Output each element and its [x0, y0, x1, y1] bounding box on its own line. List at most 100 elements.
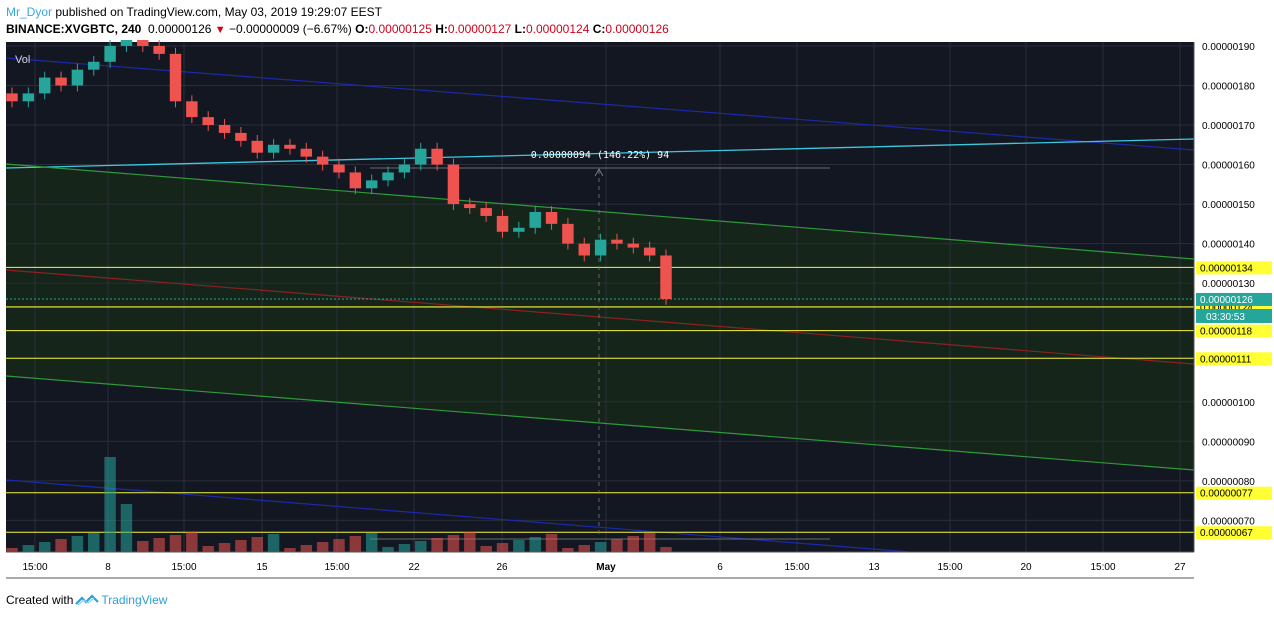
price-axis-tick: 0.00000080 — [1202, 477, 1255, 488]
price-axis-tick: 0.00000140 — [1202, 240, 1255, 251]
volume-bar — [267, 534, 280, 552]
volume-bar — [153, 538, 165, 552]
candle-body — [431, 148, 443, 165]
last-price-label: 0.00000126 — [1200, 295, 1253, 306]
price-axis-tick: 0.00000190 — [1202, 42, 1255, 53]
candle-body — [365, 180, 378, 189]
level-price-tag — [1196, 526, 1272, 540]
level-price-label: 0.00000124 — [1200, 303, 1253, 314]
time-axis-tick: 15:00 — [1090, 562, 1115, 573]
close-label: C: — [592, 22, 606, 36]
volume-bar — [545, 534, 558, 552]
volume-bar — [284, 548, 296, 552]
time-axis-tick: 15:00 — [784, 562, 809, 573]
volume-bar — [480, 546, 492, 552]
candle-body — [562, 223, 574, 244]
price-axis-tick: 0.00000100 — [1202, 398, 1255, 409]
price-axis-tick: 0.00000170 — [1202, 121, 1255, 132]
candle-body — [186, 101, 198, 118]
candle-body — [316, 156, 329, 165]
symbol-label: BINANCE:XVGBTC, 240 — [6, 22, 142, 36]
time-axis-tick: 15:00 — [324, 562, 349, 573]
publish-text: published on TradingView.com, May 03, 20… — [55, 5, 383, 19]
candle-body — [55, 77, 67, 86]
volume-bar — [120, 504, 133, 552]
low-value: 0.00000124 — [525, 22, 590, 36]
last-price: 0.00000126 — [148, 22, 212, 36]
tradingview-link[interactable]: TradingView — [101, 593, 168, 608]
candle-body — [496, 215, 509, 232]
measure-arrow-icon — [594, 168, 604, 177]
candle-body — [415, 148, 427, 165]
level-price-tag — [1196, 324, 1272, 338]
countdown-label: 03:30:53 — [1206, 312, 1245, 323]
volume-bar — [594, 542, 607, 552]
volume-bar — [431, 538, 443, 552]
volume-bar — [169, 535, 182, 552]
volume-bar — [202, 546, 214, 552]
close-value: 0.00000126 — [605, 22, 669, 36]
volume-bar — [88, 533, 100, 552]
level-price-label: 0.00000077 — [1200, 489, 1253, 500]
high-value: 0.00000127 — [447, 22, 512, 36]
symbol-info: BINANCE:XVGBTC, 240 0.00000126 ▼ −0.0000… — [6, 22, 669, 36]
candle-body — [447, 164, 460, 205]
candle-body — [660, 255, 672, 299]
channel-lower-line — [5, 375, 1195, 471]
candle-body — [120, 40, 133, 46]
candle-body — [464, 204, 476, 209]
volume-bar — [316, 542, 329, 552]
candle-body — [38, 77, 51, 94]
candle-body — [627, 243, 640, 248]
volume-bar — [365, 533, 378, 552]
time-axis-tick: 6 — [717, 562, 723, 573]
volume-bar — [104, 457, 116, 552]
time-axis-background — [6, 552, 1194, 578]
candle-body — [235, 132, 247, 141]
lower-blue-trendline — [5, 479, 911, 553]
candle-body — [218, 125, 231, 133]
level-price-label: 0.00000118 — [1200, 327, 1253, 338]
created-with-text: Created with — [6, 593, 74, 608]
red-trendline — [5, 269, 1195, 365]
author-name[interactable]: Mr_Dyor — [6, 5, 53, 19]
candle-body — [349, 172, 362, 189]
level-price-tag — [1196, 352, 1272, 366]
volume-bar — [235, 540, 247, 552]
candle-body — [267, 144, 280, 153]
candle-body — [643, 247, 656, 256]
measure-label: 0.00000094 (146.22%) 94 — [531, 150, 669, 161]
low-label: L: — [514, 22, 526, 36]
price-axis-tick: 0.00000070 — [1202, 516, 1255, 527]
time-axis-tick: 26 — [496, 562, 508, 573]
candle-body — [88, 61, 100, 70]
level-price-label: 0.00000134 — [1200, 263, 1253, 274]
volume-bar — [464, 532, 476, 552]
tradingview-logo-icon[interactable] — [75, 593, 100, 607]
price-axis-tick: 0.00000090 — [1202, 437, 1255, 448]
price-change: −0.00000009 (−6.67%) — [229, 22, 352, 36]
volume-bar — [300, 545, 313, 552]
time-axis-tick: 15 — [256, 562, 268, 573]
candle-body — [333, 164, 345, 173]
candle-body — [513, 227, 525, 232]
time-axis-tick: 20 — [1020, 562, 1032, 573]
candle-body — [6, 93, 18, 102]
time-axis-tick: 8 — [105, 562, 111, 573]
candle-body — [22, 93, 35, 102]
candle-body — [398, 164, 411, 173]
footer-credit: Created with TradingView — [6, 593, 167, 609]
down-arrow-icon: ▼ — [214, 24, 226, 36]
candle-body — [529, 212, 541, 228]
plot-area[interactable]: 0.00000094 (146.22%) 94 Vol — [5, 40, 1274, 553]
level-price-tag — [1196, 486, 1272, 500]
price-axis-tick: 0.00000160 — [1202, 161, 1255, 172]
vol-pane-label: Vol — [15, 54, 30, 66]
volume-bar — [38, 542, 51, 552]
volume-bar — [660, 547, 672, 552]
time-axis-tick: 15:00 — [937, 562, 962, 573]
time-axis-tick: 27 — [1174, 562, 1186, 573]
volume-bar — [415, 541, 427, 552]
volume-bar — [611, 539, 623, 552]
